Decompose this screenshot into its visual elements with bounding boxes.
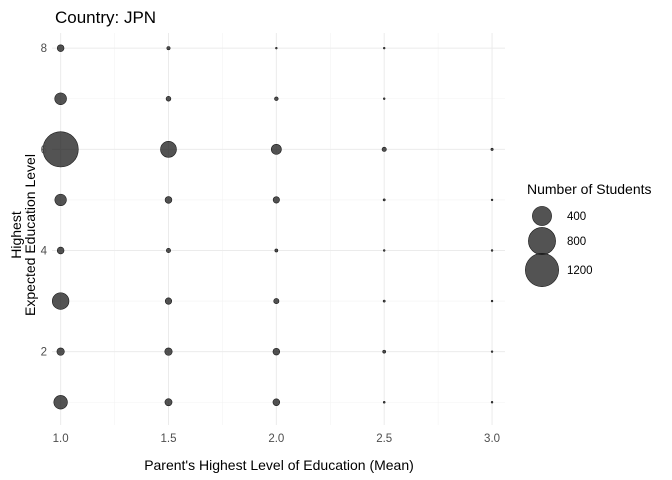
data-point (272, 196, 280, 204)
data-point (51, 292, 70, 310)
data-point (274, 96, 279, 101)
data-point (56, 44, 65, 52)
legend-key (525, 253, 559, 287)
legend-key (532, 206, 552, 226)
data-point (382, 198, 386, 202)
data-point (164, 196, 173, 204)
x-tick-label: 1.0 (53, 433, 69, 445)
data-point (166, 248, 171, 253)
size-legend: Number of Students 400 800 1200 (525, 181, 652, 287)
data-point (383, 97, 386, 100)
data-point (382, 299, 386, 303)
data-point (272, 398, 281, 406)
data-point (382, 400, 386, 404)
data-point (490, 249, 494, 252)
data-point (54, 92, 67, 105)
y-axis-title-line-2: Expected Education Level (22, 154, 38, 316)
x-tick-label: 3.0 (484, 433, 500, 445)
x-axis-title: Parent's Highest Level of Education (Mea… (144, 457, 414, 473)
legend-title: Number of Students (527, 181, 652, 197)
data-point (383, 46, 386, 50)
x-tick-label: 2.0 (268, 433, 284, 445)
data-point (42, 131, 79, 168)
data-point (490, 198, 494, 202)
y-axis-title-line-1: Highest (8, 211, 24, 259)
data-point (490, 401, 494, 404)
data-point (164, 398, 173, 407)
y-axis-ticks: 2 4 6 8 (41, 43, 48, 358)
data-point (270, 143, 282, 155)
legend-label: 800 (567, 236, 586, 248)
data-point (272, 347, 281, 356)
legend-label: 400 (567, 211, 586, 223)
legend-key (528, 227, 556, 255)
data-point (381, 146, 387, 152)
data-point (56, 246, 65, 255)
x-tick-label: 1.5 (160, 433, 176, 445)
y-tick-label: 4 (41, 245, 48, 257)
y-tick-label: 8 (41, 43, 47, 55)
data-point (54, 193, 67, 207)
data-point (490, 299, 494, 303)
data-point (164, 347, 173, 356)
data-point (382, 349, 387, 354)
data-point (275, 46, 278, 50)
data-point (383, 249, 386, 252)
data-points (42, 44, 494, 410)
data-point (490, 350, 494, 353)
x-axis-ticks: 1.0 1.5 2.0 2.5 3.0 (53, 433, 500, 445)
chart-title: Country: JPN (55, 8, 156, 27)
data-point (273, 298, 280, 305)
data-point (165, 96, 172, 102)
data-point (166, 46, 171, 51)
data-point (490, 147, 494, 151)
data-point (56, 347, 65, 356)
legend-label: 1200 (567, 265, 593, 277)
y-tick-label: 2 (41, 347, 47, 359)
x-tick-label: 2.5 (376, 433, 392, 445)
plot-grid (52, 33, 505, 425)
data-point (274, 248, 279, 253)
data-point (53, 395, 68, 410)
y-tick-label: 6 (41, 144, 47, 156)
y-axis-title: Highest Expected Education Level (8, 154, 38, 316)
data-point (160, 141, 177, 158)
data-point (164, 297, 173, 305)
